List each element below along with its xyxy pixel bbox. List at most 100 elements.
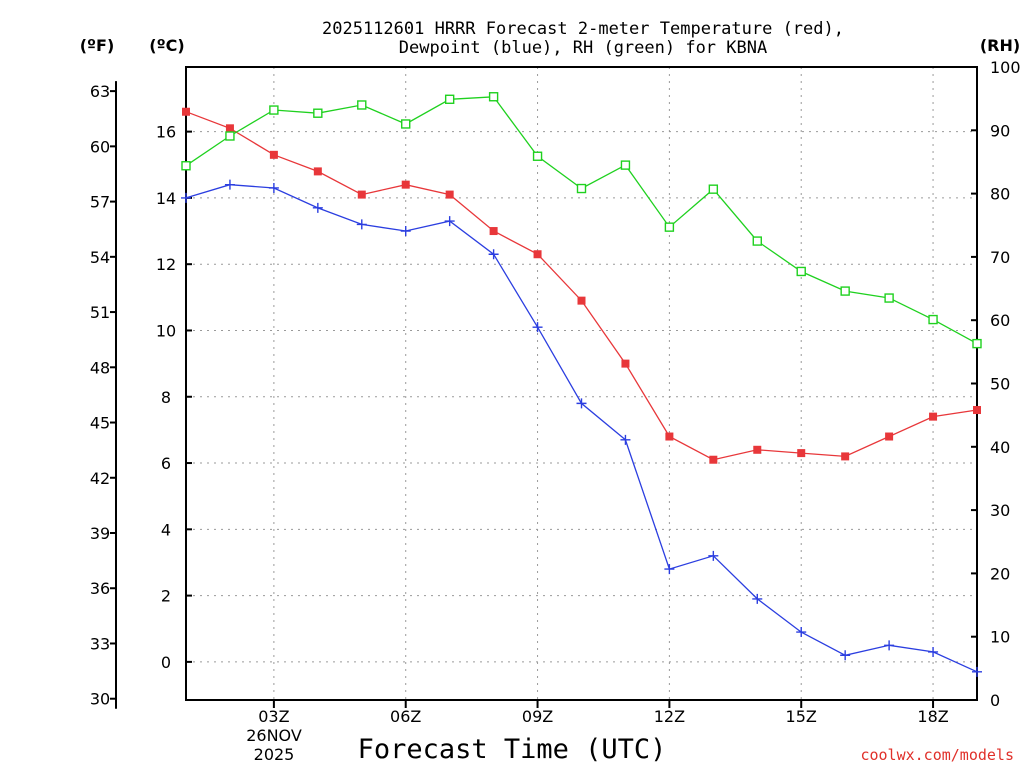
celsius-unit-label: (ºC) [149, 36, 184, 55]
celsius-tick-label: 10 [156, 321, 176, 340]
dewpoint-point [708, 550, 719, 561]
rh-point [444, 94, 455, 104]
temperature-point [577, 296, 586, 305]
credit-label: coolwx.com/models [860, 746, 1014, 764]
fahrenheit-tick-label: 57 [90, 193, 110, 212]
fahrenheit-tick-label: 54 [90, 248, 110, 267]
dewpoint-point [444, 216, 455, 227]
dewpoint-point [224, 179, 235, 190]
rh-point [357, 100, 367, 110]
dewpoint-point [268, 182, 279, 193]
dewpoint-series-line [185, 184, 978, 673]
dewpoint-point [400, 226, 411, 237]
rh-tick-label: 10 [990, 628, 1010, 647]
fahrenheit-tick-label: 63 [90, 82, 110, 101]
fahrenheit-tick-label: 30 [90, 690, 110, 709]
temperature-point [182, 107, 190, 116]
celsius-tick-label: 0 [161, 653, 171, 672]
grid-layer [186, 67, 977, 700]
temperature-point [489, 227, 498, 236]
plot-frame [185, 66, 978, 701]
fahrenheit-unit-label: (ºF) [80, 36, 115, 55]
fahrenheit-tick-label: 45 [90, 414, 110, 433]
temperature-point [225, 124, 234, 133]
dewpoint-point [576, 398, 587, 409]
rh-point [620, 160, 631, 170]
rh-tick-label: 100 [990, 58, 1021, 77]
temperature-point [973, 406, 981, 415]
rh-point [488, 92, 499, 102]
rh-point [928, 314, 938, 325]
dewpoint-point [532, 322, 543, 333]
rh-point [181, 161, 191, 171]
x-tick-label: 18Z [917, 707, 948, 726]
dewpoint-point [752, 593, 763, 604]
temperature-point [929, 412, 938, 421]
dewpoint-point [181, 192, 191, 203]
axes-layer [110, 66, 978, 709]
temperature-point [665, 432, 674, 441]
celsius-tick-label: 6 [161, 454, 171, 473]
date-label-line1: 26NOV [246, 726, 302, 745]
rh-series-line [185, 96, 978, 345]
temperature-point [445, 190, 454, 199]
chart-title-line1: 2025112601 HRRR Forecast 2-meter Tempera… [322, 19, 844, 39]
dewpoint-point [840, 650, 851, 661]
temperature-point [841, 452, 850, 461]
fahrenheit-tick-label: 42 [90, 469, 110, 488]
dewpoint-point [884, 640, 895, 651]
dewpoint-point [664, 564, 675, 575]
rh-point [752, 236, 762, 246]
temperature-point [709, 455, 718, 464]
dewpoint-point [972, 666, 982, 677]
rh-tick-label: 60 [990, 311, 1010, 330]
x-tick-label: 03Z [258, 707, 289, 726]
temperature-point [313, 167, 322, 176]
rh-point [313, 108, 323, 118]
rh-tick-label: 0 [990, 691, 1000, 710]
dewpoint-point [312, 202, 323, 213]
celsius-tick-label: 12 [156, 255, 176, 274]
rh-point [796, 266, 806, 277]
rh-point [225, 131, 235, 141]
celsius-tick-label: 16 [156, 123, 176, 142]
dewpoint-point [796, 627, 807, 638]
tick-labels-layer: 0 2 4 6 8 10 12 14 16 30 33 36 39 42 45 48 51 54 57 60 63 0 10… [90, 58, 1021, 726]
dewpoint-point [488, 249, 499, 260]
rh-tick-label: 70 [990, 248, 1010, 267]
temperature-point [269, 150, 278, 159]
rh-tick-label: 80 [990, 185, 1010, 204]
rh-tick-label: 20 [990, 564, 1010, 583]
rh-tick-label: 90 [990, 121, 1010, 140]
rh-point [972, 338, 982, 349]
rh-point [840, 286, 850, 296]
rh-point [532, 151, 543, 161]
temperature-point [621, 359, 630, 368]
celsius-tick-label: 4 [161, 520, 171, 539]
rh-unit-label: (RH) [980, 36, 1020, 55]
celsius-tick-label: 14 [156, 189, 176, 208]
dewpoint-point [928, 646, 939, 657]
series-layer [181, 92, 982, 677]
temperature-point [885, 432, 894, 441]
celsius-tick-label: 8 [161, 388, 171, 407]
celsius-tick-label: 2 [161, 587, 171, 606]
temperature-point [401, 180, 410, 189]
temperature-point [533, 250, 542, 259]
x-axis-label: Forecast Time (UTC) [358, 734, 667, 765]
fahrenheit-tick-label: 60 [90, 137, 110, 156]
dewpoint-point [356, 219, 367, 230]
fahrenheit-tick-label: 51 [90, 303, 110, 322]
rh-tick-label: 50 [990, 375, 1010, 394]
rh-tick-label: 40 [990, 438, 1010, 457]
date-label-line2: 2025 [254, 745, 295, 764]
temperature-point [797, 449, 806, 458]
rh-point [269, 105, 279, 115]
rh-point [708, 184, 719, 194]
rh-point [401, 119, 411, 129]
x-tick-label: 06Z [390, 707, 421, 726]
temperature-point [357, 190, 366, 199]
x-tick-label: 09Z [522, 707, 553, 726]
chart-title-line2: Dewpoint (blue), RH (green) for KBNA [399, 38, 767, 58]
